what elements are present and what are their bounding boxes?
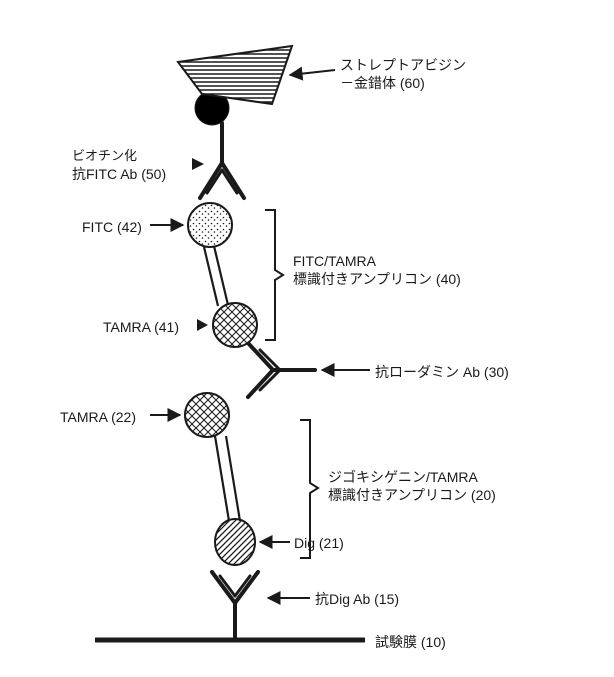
- anti-rhodamine-antibody: [248, 343, 315, 397]
- streptavidin-shape: [178, 46, 292, 104]
- tamra-41-hapten: [213, 303, 257, 347]
- label-tamra41: TAMRA (41): [103, 318, 179, 336]
- label-membrane: 試験膜 (10): [375, 633, 446, 651]
- label-anti-rhodamine: 抗ローダミン Ab (30): [375, 363, 509, 381]
- label-dig21: Dig (21): [294, 534, 344, 552]
- label-fitc-tamra-line2: 標識付きアンプリコン (40): [293, 270, 461, 288]
- bracket-amplicon-40: [265, 210, 283, 340]
- label-streptavidin-line2: －金錯体 (60): [340, 74, 425, 92]
- label-biotin-line2: 抗FITC Ab (50): [72, 165, 166, 183]
- label-dig-tamra-line2: 標識付きアンプリコン (20): [328, 486, 496, 504]
- tamra-22-hapten: [185, 393, 229, 437]
- arrow-tamra41: [197, 319, 208, 331]
- anti-fitc-antibody: [200, 123, 244, 198]
- amplicon-40-strands: [204, 246, 228, 306]
- label-dig-tamra-line1: ジゴキシゲニン/TAMRA: [328, 468, 478, 486]
- label-fitc-tamra-line1: FITC/TAMRA: [293, 252, 376, 270]
- label-biotin-line1: ビオチン化: [72, 148, 137, 165]
- arrow-streptavidin: [290, 70, 335, 75]
- biotin-mark: [192, 158, 204, 170]
- dig-hapten: [215, 519, 255, 565]
- label-streptavidin-line1: ストレプトアビジン: [340, 56, 466, 74]
- label-fitc: FITC (42): [82, 218, 142, 236]
- anti-dig-antibody: [212, 572, 258, 640]
- fitc-hapten: [188, 203, 232, 247]
- immunoassay-diagram: [0, 0, 614, 677]
- label-anti-dig: 抗Dig Ab (15): [315, 590, 399, 608]
- amplicon-20-strands: [215, 436, 240, 521]
- label-tamra22: TAMRA (22): [60, 408, 136, 426]
